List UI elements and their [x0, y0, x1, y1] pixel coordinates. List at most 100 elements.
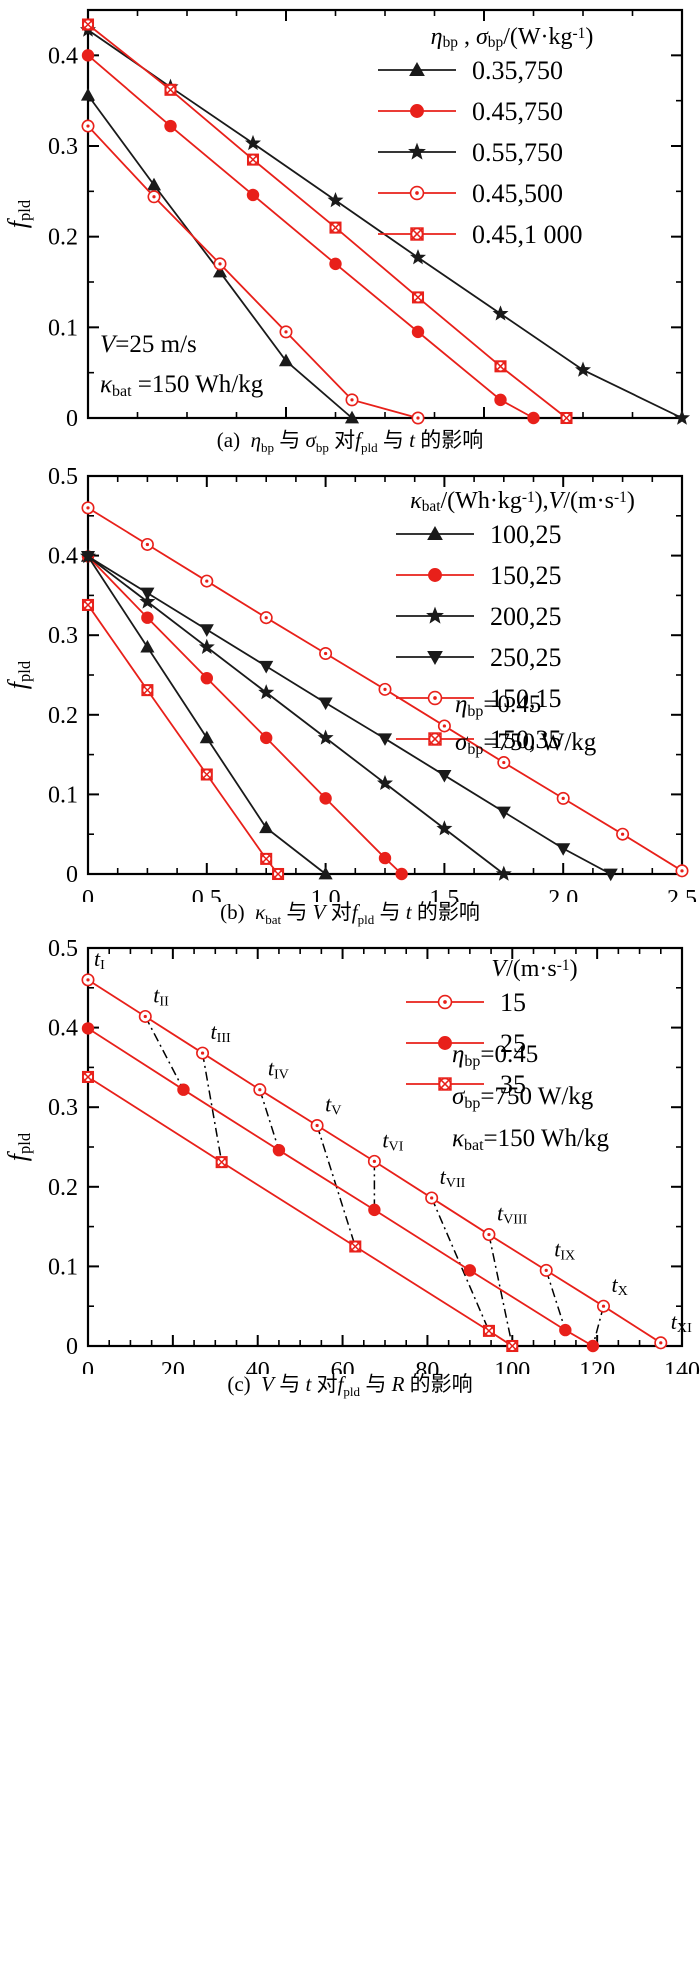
legend-label: 15 [500, 988, 526, 1017]
chart-panel-b: 00.51.01.52.02.500.10.20.30.40.5fpldt/hκ… [0, 462, 700, 928]
data-marker-circle [141, 611, 154, 625]
data-marker-star [575, 361, 591, 377]
data-marker-circle [586, 1340, 600, 1353]
legend-title: V/(m·s-1) [491, 956, 577, 982]
point-label-IV: tIV [268, 1056, 290, 1083]
data-marker-x-box [81, 1071, 95, 1084]
x-tick-label: 1.0 [311, 886, 341, 902]
svg-text:ηbp=0.45: ηbp=0.45 [452, 1041, 538, 1070]
series-2 [81, 49, 540, 425]
data-marker-circle-open [616, 827, 630, 841]
y-tick-label: 0.5 [48, 464, 78, 490]
y-axis-title: fpld [3, 199, 34, 228]
data-marker-circle [559, 1324, 572, 1337]
series-4 [81, 119, 425, 425]
y-tick-label: 0 [66, 1334, 78, 1360]
data-marker-circle-open [437, 995, 453, 1010]
point-label-X: tX [612, 1273, 628, 1300]
data-marker-circle [410, 104, 424, 118]
data-marker-x-box [494, 360, 507, 373]
chart-svg-a: 00.61.21.800.10.20.30.4fpldt/hηbp , σbp/… [3, 8, 690, 430]
data-marker-triangle-up [409, 61, 425, 76]
svg-text:V=25 m/s: V=25 m/s [100, 331, 197, 358]
data-marker-circle [378, 852, 392, 865]
data-marker-triangle-up [427, 526, 443, 541]
x-tick-label: 2.0 [548, 886, 578, 902]
y-axis-title: fpld [3, 660, 34, 689]
data-marker-circle-open [409, 185, 425, 201]
data-marker-triangle-down [318, 697, 333, 711]
data-marker-x-box [349, 1240, 362, 1253]
caption-label-b: (b) [220, 900, 245, 925]
legend-label: 250,25 [490, 643, 562, 672]
svg-text:σbp=750 W/kg: σbp=750 W/kg [452, 1083, 594, 1112]
data-marker-x-box [506, 1340, 519, 1353]
data-marker-circle-open [279, 325, 293, 339]
point-label-III: tIII [211, 1019, 232, 1046]
legend-label: 200,25 [490, 602, 562, 631]
y-tick-label: 0.3 [48, 1096, 78, 1122]
x-tick-label: 20 [161, 1358, 185, 1374]
data-marker-circle [438, 1036, 452, 1051]
data-marker-triangle-up [212, 264, 228, 278]
x-tick-label: 120 [579, 1358, 615, 1374]
point-labels: tI tII tIII tIV tV tVI tVII tVIII tIX tX tXI [94, 946, 692, 1336]
data-marker-star [198, 638, 215, 655]
data-marker-circle-open [539, 1264, 553, 1278]
data-marker-star [258, 684, 275, 700]
data-marker-circle [494, 393, 507, 407]
y-tick-label: 0.2 [48, 1175, 78, 1201]
data-marker-circle-open [411, 411, 425, 425]
data-marker-triangle-down [140, 587, 155, 601]
x-tick-label: 100 [494, 1358, 530, 1374]
point-label-V: tV [325, 1092, 342, 1119]
data-marker-circle-open [425, 1191, 439, 1205]
plot-frame [86, 475, 684, 876]
data-marker-star [495, 865, 512, 881]
data-marker-star [327, 192, 344, 208]
series-6 [81, 599, 285, 881]
data-marker-triangle-up [318, 866, 333, 880]
data-marker-star [492, 305, 509, 321]
panel-caption-b: (b) κbat 与 V 对fpld 与 t 的影响 [220, 900, 480, 928]
data-marker-x-box [272, 868, 285, 881]
legend-label: 35 [500, 1070, 526, 1099]
legend-label: 0.45,750 [472, 97, 563, 126]
legend-label: 0.45,500 [472, 179, 563, 208]
x-tick-label: 1.5 [429, 886, 459, 902]
data-marker-circle-open [213, 257, 227, 271]
data-marker-star [426, 606, 444, 624]
point-label-II: tII [153, 983, 169, 1010]
data-marker-x-box [215, 1156, 228, 1169]
legend-label: 150,35 [490, 725, 562, 754]
data-marker-x-box [410, 227, 424, 241]
y-tick-label: 0.4 [48, 1016, 78, 1042]
data-marker-triangle-up [259, 820, 274, 834]
data-marker-x-box [141, 684, 154, 697]
svg-text:fpld: fpld [3, 199, 34, 228]
data-marker-x-box [260, 853, 273, 866]
data-marker-triangle-up [199, 730, 214, 744]
y-tick-label: 0.5 [48, 936, 78, 962]
data-marker-triangle-down [496, 806, 511, 820]
series-2 [81, 1022, 600, 1353]
data-marker-circle [81, 49, 95, 62]
data-marker-triangle-down [427, 651, 443, 666]
chart-panel-a: 00.61.21.800.10.20.30.4fpldt/hηbp , σbp/… [0, 0, 700, 456]
series-2 [81, 550, 408, 881]
point-label-VI: tVI [382, 1128, 403, 1155]
data-marker-triangle-down [259, 661, 274, 674]
x-tick-label: 40 [246, 1358, 270, 1374]
data-marker-circle [319, 792, 332, 805]
axis-ticks: 0 20 40 60 80 100 120 140 0 0.1 0.2 0.3 0.4 0.5 [48, 936, 700, 1374]
data-marker-circle [259, 731, 273, 745]
svg-text:σbp=750 W/kg: σbp=750 W/kg [455, 729, 597, 758]
data-marker-circle-open [140, 538, 154, 552]
point-label-VII: tVII [440, 1164, 466, 1191]
y-tick-label: 0 [66, 406, 78, 430]
y-tick-label: 0.2 [48, 225, 78, 251]
data-marker-circle-open [259, 611, 273, 625]
svg-text:κbat=150 Wh/kg: κbat=150 Wh/kg [452, 1125, 609, 1154]
x-tick-label: 60 [331, 1358, 355, 1374]
data-marker-circle-open [319, 647, 333, 661]
